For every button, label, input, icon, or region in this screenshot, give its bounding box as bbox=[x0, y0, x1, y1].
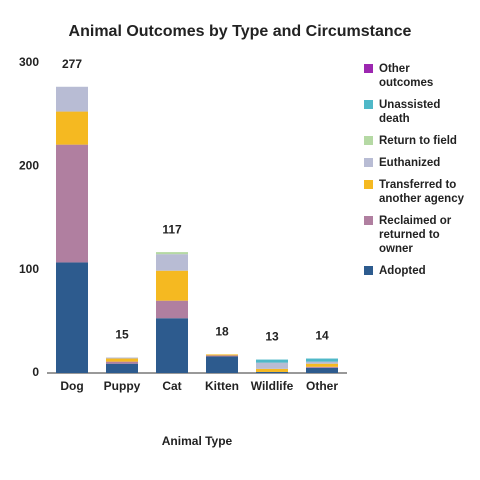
bar-segment bbox=[156, 254, 188, 271]
bar-segment bbox=[106, 363, 138, 373]
total-label: 18 bbox=[215, 325, 229, 339]
legend-item: Return to field bbox=[364, 134, 474, 148]
legend-label: Other outcomes bbox=[379, 63, 434, 89]
legend-swatch bbox=[364, 64, 373, 73]
bar-segment bbox=[56, 144, 88, 263]
legend-item: Euthanized bbox=[364, 156, 474, 170]
x-tick-label: Wildlife bbox=[251, 379, 294, 393]
bar-segment bbox=[256, 371, 288, 373]
x-tick-label: Cat bbox=[162, 379, 181, 393]
total-label: 277 bbox=[62, 57, 82, 71]
x-tick-label: Kitten bbox=[205, 379, 239, 393]
chart-title: Animal Outcomes by Type and Circumstance bbox=[69, 23, 412, 40]
bar-segment bbox=[306, 366, 338, 368]
y-tick-label: 0 bbox=[32, 365, 39, 379]
legend-swatch bbox=[364, 158, 373, 167]
bar-segment bbox=[206, 356, 238, 373]
legend-swatch bbox=[364, 180, 373, 189]
legend-item: Transferred to another agency bbox=[364, 178, 474, 206]
bar-segment bbox=[306, 363, 338, 367]
bar-segment bbox=[56, 111, 88, 145]
bar-segment bbox=[156, 252, 188, 255]
bar-segment bbox=[306, 367, 338, 373]
bar-segment bbox=[306, 361, 338, 364]
total-label: 117 bbox=[162, 222, 182, 236]
legend-swatch bbox=[364, 100, 373, 109]
x-axis-label: Animal Type bbox=[162, 434, 233, 448]
legend-item: Adopted bbox=[364, 264, 474, 278]
bar-segment bbox=[106, 361, 138, 364]
legend-item: Other outcomes bbox=[364, 62, 474, 90]
bar-segment bbox=[106, 358, 138, 362]
x-tick-label: Other bbox=[306, 379, 338, 393]
bar-segment bbox=[106, 357, 138, 359]
legend-swatch bbox=[364, 136, 373, 145]
legend-item: Reclaimed or returned to owner bbox=[364, 214, 474, 256]
bar-segment bbox=[156, 318, 188, 373]
legend-label: Reclaimed or returned to owner bbox=[379, 215, 452, 255]
legend-swatch bbox=[364, 216, 373, 225]
y-tick-label: 100 bbox=[19, 262, 39, 276]
bar-segment bbox=[56, 262, 88, 373]
legend-label: Adopted bbox=[379, 265, 426, 277]
y-tick-label: 300 bbox=[19, 55, 39, 69]
total-label: 14 bbox=[315, 329, 329, 343]
bar-segment bbox=[256, 362, 288, 369]
y-tick-label: 200 bbox=[19, 159, 39, 173]
x-tick-label: Puppy bbox=[104, 379, 141, 393]
legend-label: Return to field bbox=[379, 135, 457, 147]
legend-item: Unassisted death bbox=[364, 98, 474, 126]
bar-segment bbox=[206, 355, 238, 357]
legend: Other outcomes Unassisted death Return to … bbox=[364, 62, 474, 278]
legend-swatch bbox=[364, 266, 373, 275]
bar-segment bbox=[156, 270, 188, 301]
bar-segment bbox=[206, 354, 238, 356]
legend-label: Unassisted death bbox=[379, 99, 441, 125]
legend-label: Transferred to another agency bbox=[379, 179, 464, 205]
bar-segment bbox=[256, 359, 288, 363]
total-label: 13 bbox=[265, 330, 279, 344]
bar-segment bbox=[156, 300, 188, 319]
bar-segment bbox=[256, 368, 288, 372]
bar-segment bbox=[306, 358, 338, 362]
bar-segment bbox=[56, 86, 88, 112]
legend-label: Euthanized bbox=[379, 157, 441, 169]
x-tick-label: Dog bbox=[60, 379, 83, 393]
total-label: 15 bbox=[115, 328, 129, 342]
